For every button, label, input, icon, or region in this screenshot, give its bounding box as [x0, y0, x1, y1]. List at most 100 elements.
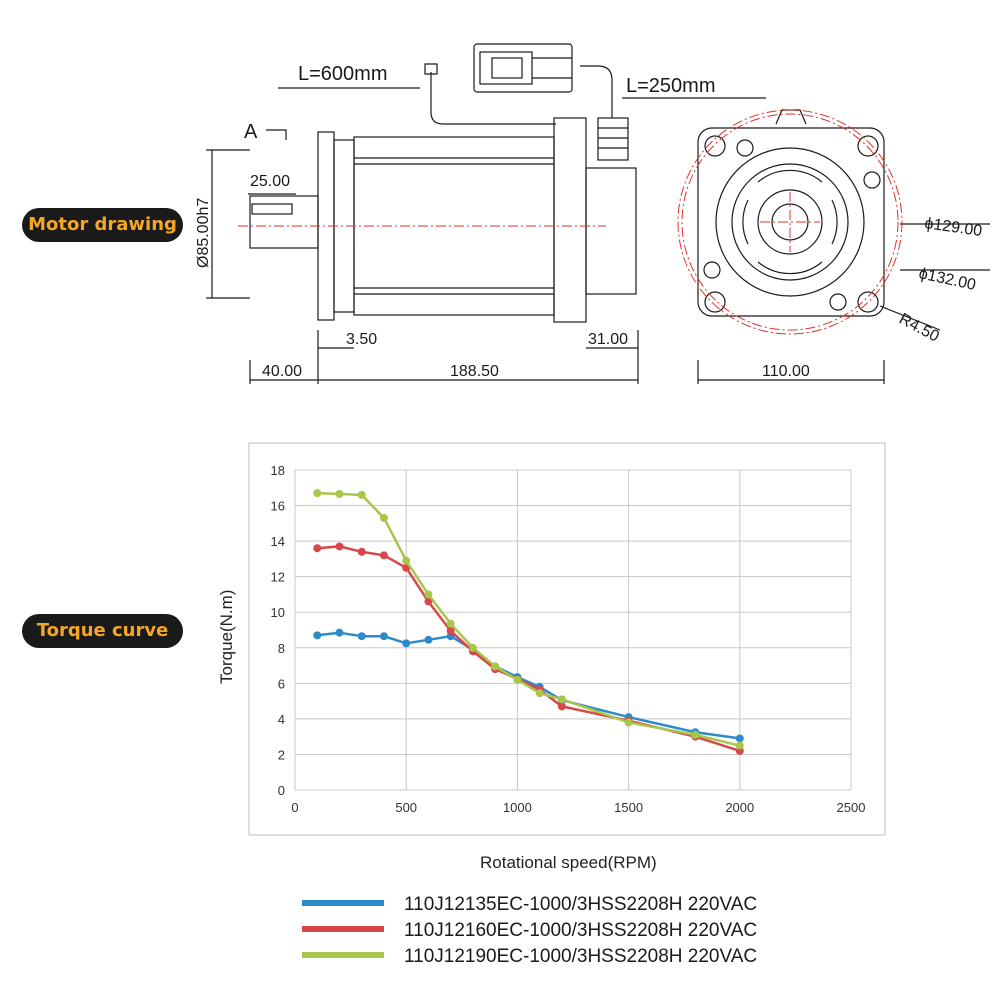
pcd-circle-129: [681, 113, 899, 331]
series-2-point: [557, 702, 566, 711]
series-1-point: [379, 632, 388, 641]
chart-series: [313, 489, 744, 755]
cable-end-cap: [424, 63, 438, 75]
series-3-point: [446, 619, 455, 628]
series-2-point: [624, 716, 633, 725]
legend-label-1: 110J12135EC-1000/3HSS2208H 220VAC: [404, 894, 757, 915]
x-tick-label: 1000: [503, 800, 532, 815]
dim-shaft-key: 25.00: [250, 173, 290, 190]
x-tick-label: 500: [395, 800, 417, 815]
flange-circle: [715, 147, 865, 297]
y-tick-label: 0: [278, 783, 285, 798]
series-1-point: [557, 696, 566, 705]
motor-rear-cap: [553, 117, 587, 323]
mount-hole-tr: [857, 135, 879, 157]
y-tick-label: 4: [278, 712, 285, 727]
series-2-point: [491, 665, 500, 674]
series-1-point: [402, 639, 411, 648]
y-tick-label: 6: [278, 676, 285, 691]
mount-hole-tl: [704, 135, 726, 157]
encoder-housing: [585, 167, 637, 295]
series-line-1: [317, 631, 740, 740]
chart-frame: [248, 442, 886, 836]
series-1-point: [513, 673, 522, 682]
dim-dia-129: ϕ129.00: [923, 215, 983, 240]
x-tick-label: 1500: [614, 800, 643, 815]
cable-length-250: L=250mm: [626, 75, 716, 97]
db-connector-face: [479, 51, 533, 85]
pcd-circle-132: [677, 109, 903, 335]
dim-body-len: 188.50: [450, 363, 499, 380]
series-2-point: [735, 746, 744, 755]
series-3-point: [424, 590, 433, 599]
series-1-point: [468, 645, 477, 654]
y-tick-label: 8: [278, 641, 285, 656]
x-tick-label: 2000: [725, 800, 754, 815]
series-2-point: [513, 674, 522, 683]
y-tick-label: 10: [271, 605, 285, 620]
cable-gland: [597, 117, 629, 161]
flange-end-view: [697, 127, 885, 317]
series-2-point: [313, 544, 322, 553]
series-1-point: [446, 632, 455, 641]
chart-grid: [294, 469, 852, 791]
y-tick-label: 14: [271, 534, 285, 549]
series-3-point: [691, 730, 700, 739]
series-1-point: [335, 628, 344, 637]
shaft-boss: [757, 189, 823, 255]
motor-shaft: [249, 195, 319, 249]
series-2-point: [535, 685, 544, 694]
series-3-point: [468, 643, 477, 652]
x-tick-label: 0: [291, 800, 298, 815]
dim-shaft-len: 40.00: [262, 363, 302, 380]
series-3-point: [513, 675, 522, 684]
series-3-point: [491, 662, 500, 671]
series-line-3: [317, 491, 741, 747]
series-1-point: [691, 728, 700, 737]
encoder-cable: [430, 72, 556, 125]
series-2-point: [335, 542, 344, 551]
x-tick-label: 2500: [837, 800, 866, 815]
shaft-key: [251, 203, 293, 215]
series-3-point: [379, 514, 388, 522]
dim-radius: R4.50: [896, 311, 942, 346]
series-1-point: [624, 713, 633, 722]
dim-width: 110.00: [762, 363, 810, 380]
dim-shaft-dia: Ø85.00h7: [195, 198, 212, 268]
series-1-point: [491, 662, 500, 671]
series-2-point: [402, 563, 411, 572]
series-1-point: [357, 632, 366, 641]
db-connector-body: [473, 43, 573, 93]
series-3-point: [557, 695, 566, 704]
series-3-point: [624, 718, 633, 727]
series-3-point: [335, 490, 344, 498]
y-tick-label: 18: [271, 463, 285, 478]
legend-label-3: 110J12190EC-1000/3HSS2208H 220VAC: [404, 946, 757, 967]
power-cable: [580, 65, 613, 118]
series-1-point: [424, 635, 433, 644]
dim-flange-step: 3.50: [346, 331, 377, 348]
y-tick-label: 16: [271, 499, 285, 514]
series-2-point: [691, 732, 700, 741]
series-3-point: [357, 490, 366, 499]
series-2-point: [468, 647, 477, 656]
series-2-point: [446, 626, 455, 635]
series-1-point: [535, 682, 544, 691]
series-3-point: [402, 556, 411, 565]
series-line-2: [317, 545, 741, 753]
series-2-point: [357, 547, 366, 556]
torque-curve-label: Torque curve: [22, 614, 183, 648]
series-3-point: [535, 689, 544, 698]
series-3-point: [735, 741, 744, 750]
chart-ticks: 0 2 4 6 8 10 12 14 16 18 0 500 1000 1500 2000 2500: [271, 463, 866, 815]
cable-length-600: L=600mm: [298, 63, 388, 85]
series-3-point: [313, 489, 322, 498]
legend-label-2: 110J12160EC-1000/3HSS2208H 220VAC: [404, 920, 757, 941]
mount-hole-br: [857, 291, 879, 313]
series-2-point: [424, 597, 433, 606]
dim-rear-len: 31.00: [588, 331, 628, 348]
y-tick-label: 2: [278, 747, 285, 762]
x-axis-label: Rotational speed(RPM): [480, 853, 657, 872]
db-connector-pins: [491, 57, 523, 79]
y-axis-label: Torque(N.m): [217, 590, 236, 684]
